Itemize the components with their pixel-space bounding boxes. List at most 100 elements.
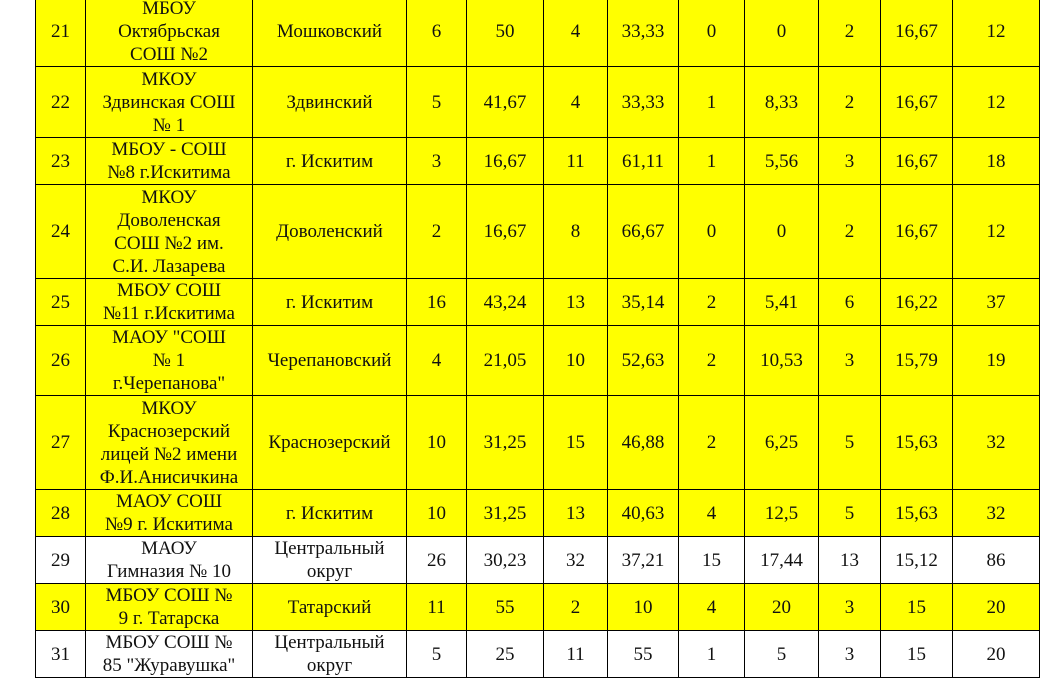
percent-4-cell: 16,22 xyxy=(880,278,953,326)
row-number-cell: 22 xyxy=(35,66,86,138)
percent-2-cell: 33,33 xyxy=(607,0,679,67)
count-4-cell: 3 xyxy=(818,630,881,678)
count-4-cell: 3 xyxy=(818,583,881,631)
count-3-cell: 1 xyxy=(678,137,745,185)
count-2-cell: 2 xyxy=(543,583,608,631)
district-cell: Черепановский xyxy=(252,325,407,396)
percent-2-cell: 52,63 xyxy=(607,325,679,396)
percent-3-cell: 6,25 xyxy=(744,395,819,490)
percent-3-cell: 0 xyxy=(744,0,819,67)
count-3-cell: 2 xyxy=(678,325,745,396)
count-2-cell: 10 xyxy=(543,325,608,396)
percent-1-cell: 55 xyxy=(466,583,544,631)
percent-3-cell: 8,33 xyxy=(744,66,819,138)
count-2-cell: 13 xyxy=(543,489,608,537)
row-number-cell: 31 xyxy=(35,630,86,678)
count-2-cell: 11 xyxy=(543,630,608,678)
count-4-cell: 5 xyxy=(818,395,881,490)
percent-1-cell: 30,23 xyxy=(466,536,544,584)
count-4-cell: 2 xyxy=(818,184,881,279)
row-number-cell: 30 xyxy=(35,583,86,631)
percent-1-cell: 16,67 xyxy=(466,184,544,279)
percent-1-cell: 43,24 xyxy=(466,278,544,326)
count-1-cell: 16 xyxy=(406,278,467,326)
percent-4-cell: 16,67 xyxy=(880,0,953,67)
school-name-cell: МКОУ Здвинская СОШ № 1 xyxy=(85,66,253,138)
count-2-cell: 15 xyxy=(543,395,608,490)
count-1-cell: 3 xyxy=(406,137,467,185)
percent-4-cell: 15,12 xyxy=(880,536,953,584)
percent-1-cell: 25 xyxy=(466,630,544,678)
school-name-cell: МАОУ СОШ №9 г. Искитима xyxy=(85,489,253,537)
count-2-cell: 4 xyxy=(543,0,608,67)
school-name-cell: МАОУ "СОШ № 1 г.Черепанова" xyxy=(85,325,253,396)
district-cell: Мошковский xyxy=(252,0,407,67)
district-cell: Здвинский xyxy=(252,66,407,138)
district-cell: г. Искитим xyxy=(252,489,407,537)
percent-2-cell: 66,67 xyxy=(607,184,679,279)
percent-3-cell: 17,44 xyxy=(744,536,819,584)
total-cell: 32 xyxy=(952,489,1040,537)
percent-2-cell: 46,88 xyxy=(607,395,679,490)
table-row: 23 МБОУ - СОШ №8 г.Искитима г. Искитим 3 16,… xyxy=(35,137,1040,185)
school-name-cell: МБОУ СОШ №11 г.Искитима xyxy=(85,278,253,326)
table-row: 24 МКОУ Доволенская СОШ №2 им. С.И. Лазар… xyxy=(35,184,1040,279)
percent-2-cell: 40,63 xyxy=(607,489,679,537)
percent-4-cell: 15,79 xyxy=(880,325,953,396)
count-3-cell: 0 xyxy=(678,0,745,67)
percent-4-cell: 15,63 xyxy=(880,395,953,490)
total-cell: 32 xyxy=(952,395,1040,490)
row-number-cell: 25 xyxy=(35,278,86,326)
percent-3-cell: 0 xyxy=(744,184,819,279)
percent-4-cell: 15 xyxy=(880,583,953,631)
percent-1-cell: 16,67 xyxy=(466,137,544,185)
percent-4-cell: 16,67 xyxy=(880,184,953,279)
percent-3-cell: 5 xyxy=(744,630,819,678)
percent-4-cell: 16,67 xyxy=(880,137,953,185)
count-3-cell: 1 xyxy=(678,66,745,138)
percent-1-cell: 21,05 xyxy=(466,325,544,396)
count-1-cell: 6 xyxy=(406,0,467,67)
count-3-cell: 15 xyxy=(678,536,745,584)
percent-3-cell: 10,53 xyxy=(744,325,819,396)
count-1-cell: 10 xyxy=(406,395,467,490)
table-row: 21 МБОУ Октябрьская СОШ №2 Мошковский 6 50 4 3… xyxy=(35,0,1040,67)
table-row: 31 МБОУ СОШ № 85 "Журавушка" Центральный о… xyxy=(35,630,1040,678)
count-2-cell: 32 xyxy=(543,536,608,584)
district-cell: Центральный округ xyxy=(252,630,407,678)
count-2-cell: 4 xyxy=(543,66,608,138)
total-cell: 12 xyxy=(952,0,1040,67)
count-2-cell: 13 xyxy=(543,278,608,326)
row-number-cell: 27 xyxy=(35,395,86,490)
count-2-cell: 8 xyxy=(543,184,608,279)
district-cell: Центральный округ xyxy=(252,536,407,584)
count-1-cell: 5 xyxy=(406,66,467,138)
total-cell: 18 xyxy=(952,137,1040,185)
count-3-cell: 4 xyxy=(678,489,745,537)
district-cell: Татарский xyxy=(252,583,407,631)
row-number-cell: 29 xyxy=(35,536,86,584)
table-row: 26 МАОУ "СОШ № 1 г.Черепанова" Черепановск… xyxy=(35,325,1040,396)
count-4-cell: 5 xyxy=(818,489,881,537)
count-4-cell: 3 xyxy=(818,325,881,396)
percent-4-cell: 15 xyxy=(880,630,953,678)
count-3-cell: 0 xyxy=(678,184,745,279)
school-name-cell: МБОУ - СОШ №8 г.Искитима xyxy=(85,137,253,185)
total-cell: 12 xyxy=(952,66,1040,138)
school-name-cell: МКОУ Краснозерский лицей №2 имени Ф.И.Ан… xyxy=(85,395,253,490)
count-1-cell: 26 xyxy=(406,536,467,584)
school-name-cell: МАОУ Гимназия № 10 xyxy=(85,536,253,584)
total-cell: 12 xyxy=(952,184,1040,279)
total-cell: 20 xyxy=(952,630,1040,678)
count-4-cell: 13 xyxy=(818,536,881,584)
row-number-cell: 26 xyxy=(35,325,86,396)
district-cell: Краснозерский xyxy=(252,395,407,490)
percent-3-cell: 5,56 xyxy=(744,137,819,185)
percent-3-cell: 5,41 xyxy=(744,278,819,326)
percent-2-cell: 35,14 xyxy=(607,278,679,326)
percent-2-cell: 61,11 xyxy=(607,137,679,185)
percent-2-cell: 55 xyxy=(607,630,679,678)
results-table: 21 МБОУ Октябрьская СОШ №2 Мошковский 6 50 4 3… xyxy=(35,0,1040,678)
total-cell: 19 xyxy=(952,325,1040,396)
count-1-cell: 10 xyxy=(406,489,467,537)
